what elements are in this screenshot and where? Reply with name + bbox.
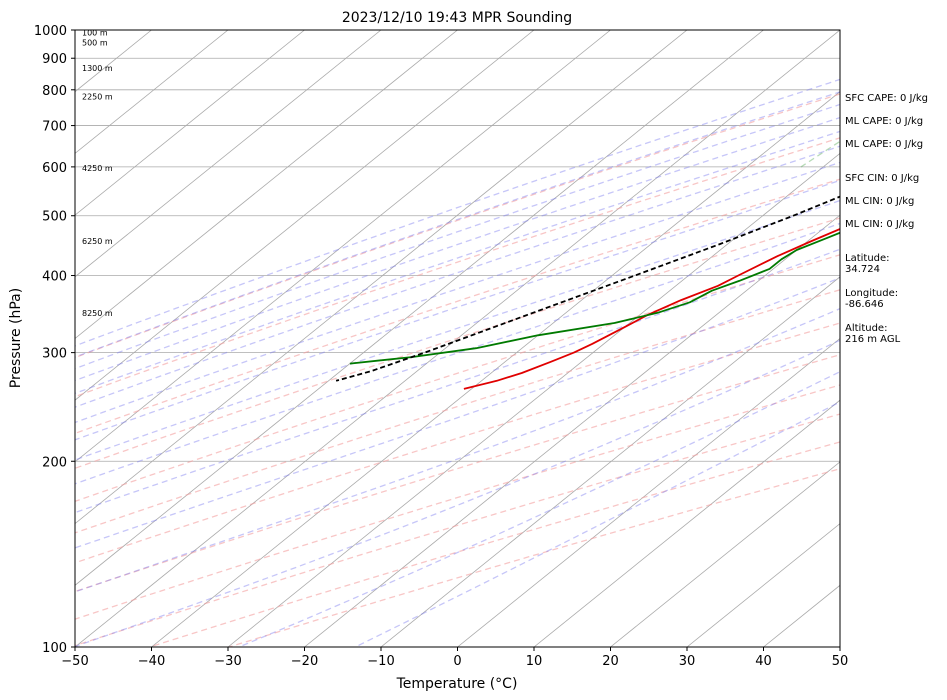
x-tick-label: 0	[453, 654, 461, 669]
isotherm-line	[304, 214, 840, 647]
isotherm-line	[75, 30, 764, 586]
x-tick-label: 50	[832, 654, 849, 669]
height-label: 1300 m	[82, 64, 113, 73]
altitude-value: 216 m AGL	[845, 334, 901, 345]
moist-adiabat-line	[75, 91, 840, 358]
y-axis-ticks: 100 200 300 400 500 600 700 800 900 1000	[34, 24, 75, 656]
series-line-2	[335, 195, 840, 382]
latitude-label: Latitude:	[845, 253, 890, 264]
dry-adiabat-line	[75, 354, 840, 593]
moist-adiabat-line	[75, 199, 840, 461]
series-line-1	[349, 231, 840, 365]
dry-adiabat-line	[75, 254, 840, 503]
y-tick-label: 600	[42, 161, 67, 176]
longitude-label: Longitude:	[845, 288, 899, 299]
moist-adiabat-line	[75, 179, 840, 441]
isotherm-line	[686, 523, 840, 647]
moist-adiabat-line	[75, 307, 840, 593]
isotherm-line	[227, 152, 840, 647]
y-tick-label: 400	[42, 270, 67, 285]
dry-adiabat-line	[75, 93, 840, 359]
height-label: 6250 m	[82, 237, 113, 246]
dry-adiabat-line	[75, 322, 840, 564]
x-tick-label: 10	[526, 654, 543, 669]
y-tick-label: 100	[42, 641, 67, 656]
x-axis-label: Temperature (°C)	[396, 676, 518, 692]
dry-adiabat-line	[75, 137, 840, 398]
dry-adiabat-line	[75, 217, 840, 469]
isotherm-line	[151, 91, 840, 647]
ml-cin-text-2: ML CIN: 0 J/kg	[845, 219, 915, 230]
isotherm-line	[380, 276, 840, 647]
isotherm-line	[75, 30, 305, 216]
height-label: 100 m	[82, 29, 108, 38]
isotherm-line	[75, 30, 382, 278]
dry-adiabat-line	[149, 441, 840, 647]
y-tick-label: 1000	[34, 24, 67, 39]
longitude-value: -86.646	[845, 299, 884, 310]
ml-cape-text-2: ML CAPE: 0 J/kg	[845, 139, 924, 150]
height-label: 500 m	[82, 38, 108, 47]
x-tick-label: −10	[367, 654, 394, 669]
moist-adiabat-line	[75, 161, 840, 424]
chart-title: 2023/12/10 19:43 MPR Sounding	[342, 10, 572, 26]
y-tick-label: 700	[42, 120, 67, 135]
y-tick-label: 300	[42, 347, 67, 362]
isotherm-line	[75, 30, 611, 463]
dry-adiabat-line	[75, 289, 840, 534]
y-tick-label: 800	[42, 84, 67, 99]
ml-cape-text: ML CAPE: 0 J/kg	[845, 116, 924, 127]
x-tick-label: −40	[138, 654, 165, 669]
mixing-ratio-line	[938, 17, 947, 167]
height-label: 2250 m	[82, 93, 113, 102]
moist-adiabat-line	[75, 103, 840, 370]
moist-adiabat-line	[75, 277, 840, 549]
x-tick-label: −50	[61, 654, 88, 669]
x-tick-label: 40	[755, 654, 772, 669]
isotherm-line	[533, 399, 840, 647]
height-label: 8250 m	[82, 309, 113, 318]
moist-adiabat-line	[75, 222, 840, 485]
isotherm-line	[75, 30, 458, 340]
latitude-value: 34.724	[845, 264, 880, 275]
sounding-series	[335, 195, 840, 390]
isotherm-line	[75, 30, 535, 401]
moist-adiabat-line	[75, 248, 840, 514]
x-tick-label: −30	[214, 654, 241, 669]
y-tick-label: 200	[42, 455, 67, 470]
x-axis-ticks: −50 −40 −30 −20 −10 0 10 20 30 40 50	[61, 647, 848, 669]
y-axis-label: Pressure (hPa)	[8, 288, 24, 388]
x-tick-label: −20	[291, 654, 318, 669]
sfc-cape-text: SFC CAPE: 0 J/kg	[845, 93, 928, 104]
dry-adiabat-line	[75, 178, 840, 435]
moist-adiabat-line	[75, 339, 840, 647]
height-label: 4250 m	[82, 164, 113, 173]
sfc-cin-text: SFC CIN: 0 J/kg	[845, 173, 920, 184]
dry-adiabat-line	[75, 384, 840, 620]
x-tick-label: 20	[602, 654, 619, 669]
isotherm-line	[75, 30, 688, 525]
series-line-0	[463, 228, 840, 390]
altitude-label: Altitude:	[845, 323, 888, 334]
y-tick-label: 900	[42, 52, 67, 67]
isotherm-line	[457, 337, 840, 647]
x-tick-label: 30	[679, 654, 696, 669]
moist-adiabat-line	[75, 145, 840, 408]
isotherm-line	[75, 30, 229, 154]
background-lines	[75, 17, 947, 647]
y-tick-label: 500	[42, 210, 67, 225]
moist-adiabat-line	[75, 130, 840, 395]
ml-cin-text: ML CIN: 0 J/kg	[845, 196, 915, 207]
moist-adiabat-line	[75, 78, 840, 347]
isotherm-line	[610, 461, 840, 647]
